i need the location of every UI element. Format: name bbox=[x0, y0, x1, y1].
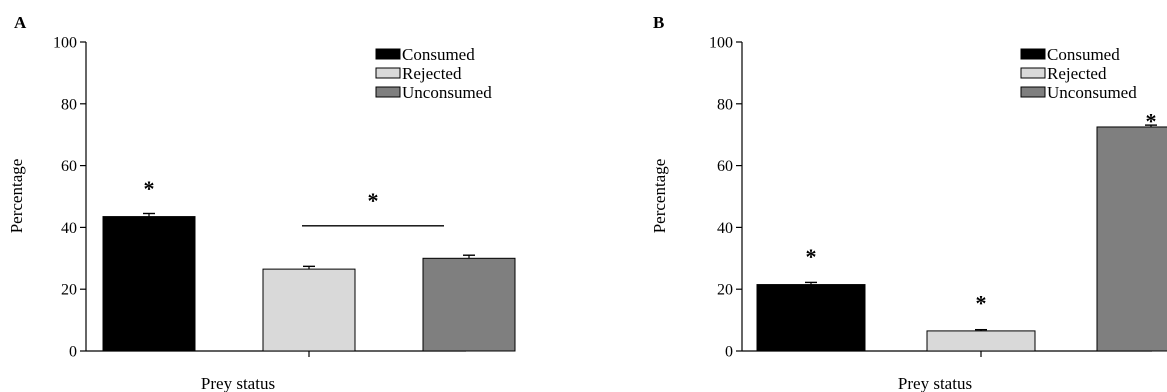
panel-b-legend-swatch-rejected bbox=[1020, 67, 1046, 79]
panel-b-y-tick-label: 60 bbox=[717, 158, 733, 175]
panel-a-significance-star: * bbox=[368, 188, 379, 213]
panel-a-significance-star: * bbox=[144, 176, 155, 201]
panel-b-legend-label: Unconsumed bbox=[1047, 83, 1137, 102]
panel-b-letter: B bbox=[653, 13, 664, 32]
panel-b-y-tick-label: 0 bbox=[725, 344, 733, 361]
panel-b-bar-rejected bbox=[926, 330, 1036, 352]
panel-a-legend-label: Unconsumed bbox=[402, 83, 492, 102]
panel-b-y-tick-label: 80 bbox=[717, 96, 733, 113]
panel-b-y-tick-label: 20 bbox=[717, 282, 733, 299]
panel-a-bar-unconsumed bbox=[422, 257, 516, 352]
panel-a-legend-swatch-rejected bbox=[375, 67, 401, 79]
panel-b-y-tick-label: 100 bbox=[709, 35, 733, 52]
panel-a-bar-rejected bbox=[262, 268, 356, 352]
panel-b-bar-consumed bbox=[756, 284, 866, 352]
panel-b-y-tick-label: 40 bbox=[717, 220, 733, 237]
panel-a-y-tick-label: 60 bbox=[61, 158, 77, 175]
panel-b-legend-label: Consumed bbox=[1047, 45, 1120, 64]
panel-a-legend-label: Consumed bbox=[402, 45, 475, 64]
panel-b-significance-star: * bbox=[806, 244, 817, 269]
panel-b-x-axis-title: Prey status bbox=[898, 374, 972, 392]
panel-a-legend-label: Rejected bbox=[402, 64, 462, 83]
panel-b-bar-unconsumed bbox=[1096, 126, 1167, 352]
panel-a-legend-swatch-unconsumed bbox=[375, 86, 401, 98]
panel-b-legend-label: Rejected bbox=[1047, 64, 1107, 83]
panel-a-y-tick-label: 100 bbox=[53, 35, 77, 52]
panel-b-significance-star: * bbox=[1146, 108, 1157, 133]
panel-b-y-axis-title: Percentage bbox=[650, 159, 669, 234]
panel-b-significance-star: * bbox=[976, 291, 987, 316]
panel-a-y-tick-label: 0 bbox=[69, 344, 77, 361]
panel-a-y-tick-label: 80 bbox=[61, 96, 77, 113]
panel-a-letter: A bbox=[14, 13, 27, 32]
panel-a-legend-swatch-consumed bbox=[375, 48, 401, 60]
panel-a-x-axis-title: Prey status bbox=[201, 374, 275, 392]
panel-b-legend-swatch-unconsumed bbox=[1020, 86, 1046, 98]
panel-a-bar-consumed bbox=[102, 216, 196, 352]
panel-b-legend-swatch-consumed bbox=[1020, 48, 1046, 60]
panel-a-y-tick-label: 20 bbox=[61, 282, 77, 299]
panel-a-y-tick-label: 40 bbox=[61, 220, 77, 237]
panel-a-y-axis-title: Percentage bbox=[7, 159, 26, 234]
